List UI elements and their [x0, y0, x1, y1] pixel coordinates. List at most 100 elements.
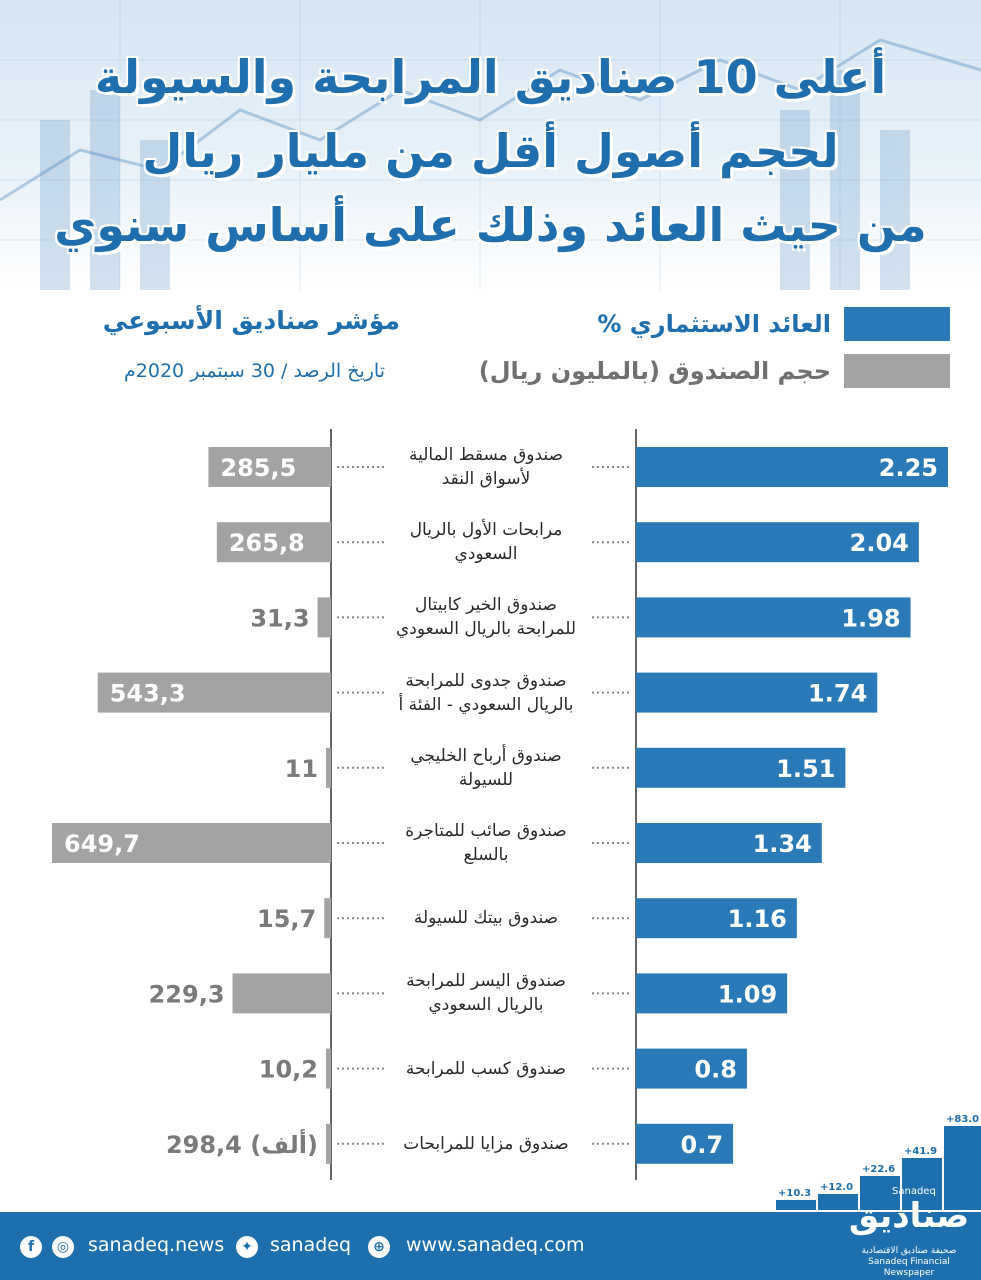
logo-subtitle-en: Sanadeq Financial Newspaper — [868, 1257, 950, 1278]
growth-step-label: +22.6 — [862, 1164, 895, 1175]
return-bar — [636, 522, 919, 563]
facebook-icon[interactable]: f — [20, 1236, 42, 1258]
logo-arabic: صناديق — [848, 1196, 970, 1236]
background-chart-graphic — [0, 0, 981, 290]
fund-name-label: صندوق أرباح الخليجي للسيولة — [380, 744, 592, 792]
fund-name-line: صندوق جدوى للمرابحة — [405, 670, 567, 691]
size-bar — [317, 597, 331, 638]
return-bar — [636, 823, 822, 863]
footer-bar — [0, 1212, 981, 1280]
fund-name-line: صندوق مزايا للمرابحات — [403, 1133, 569, 1154]
fund-name-line: صندوق الخير كابيتال — [415, 595, 557, 616]
size-value-label: 285,5 — [220, 454, 296, 482]
return-bar — [636, 973, 788, 1014]
legend-return-swatch — [844, 307, 950, 341]
fund-name-label: صندوق صائب للمتاجرة بالسلع — [380, 819, 592, 867]
return-value-label: 1.51 — [776, 755, 835, 783]
fund-name-line: صندوق مسقط المالية — [408, 445, 564, 465]
fund-name-label: صندوق الخير كابيتال للمرابحة بالريال السع… — [380, 593, 592, 641]
size-bar — [324, 898, 331, 939]
return-value-label: 2.04 — [850, 529, 909, 557]
return-bar — [636, 1123, 734, 1164]
fund-name-line: صندوق صائب للمتاجرة — [405, 821, 567, 841]
return-value-label: 2.25 — [879, 454, 938, 482]
header-background — [0, 0, 981, 290]
growth-step — [818, 1194, 858, 1210]
growth-step-label: +83.0 — [946, 1114, 979, 1125]
fund-name-label: صندوق جدوى للمرابحة بالريال السعودي - الف… — [380, 669, 592, 717]
return-value-label: 1.98 — [841, 604, 900, 632]
size-value-label: 265,8 — [229, 529, 305, 557]
return-value-label: 1.09 — [718, 980, 777, 1008]
logo-subtitle-ar: صحيفة صناديق الاقتصادية — [861, 1246, 957, 1256]
fund-name-line: صندوق اليسر للمرابحة — [406, 971, 566, 992]
return-bar — [636, 1048, 747, 1089]
growth-step-label: +12.0 — [820, 1182, 853, 1193]
return-bar — [636, 597, 911, 638]
logo-subtitle: صحيفة صناديق الاقتصادية Sanadeq Financia… — [848, 1246, 970, 1279]
return-bar — [636, 447, 948, 487]
fund-name-line: لأسواق النقد — [441, 469, 531, 489]
size-bar — [326, 1048, 331, 1089]
size-bar — [326, 747, 331, 788]
title-line-1: أعلى 10 صناديق المرابحة والسيولة — [94, 50, 887, 104]
fund-name-line: صندوق أرباح الخليجي — [410, 745, 562, 766]
globe-icon[interactable]: ⊕ — [368, 1236, 390, 1258]
fund-name-line: للسيولة — [458, 769, 514, 790]
size-bar — [52, 823, 331, 863]
fund-name-label: صندوق كسب للمرابحة — [380, 1057, 592, 1081]
index-title: مؤشر صناديق الأسبوعي — [102, 306, 400, 335]
instagram-icon[interactable]: ◎ — [52, 1236, 74, 1258]
return-value-label: 0.8 — [694, 1056, 737, 1084]
return-value-label: 1.74 — [808, 680, 867, 708]
return-bar — [636, 898, 797, 939]
size-value-label: 15,7 — [257, 905, 316, 933]
fund-name-label: صندوق اليسر للمرابحة بالريال السعودي — [380, 969, 592, 1017]
fund-name-line: بالريال السعودي - الفئة أ — [398, 694, 574, 715]
legend-size-swatch — [844, 354, 950, 388]
twitter-icon[interactable]: ✦ — [236, 1236, 258, 1258]
legend-size-label: حجم الصندوق (بالمليون ريال) — [478, 357, 831, 385]
growth-step — [902, 1158, 942, 1210]
growth-step — [860, 1176, 900, 1210]
growth-steps-graphic: +10.3 +12.0 +22.6 +41.9 +83.0 — [776, 1114, 981, 1210]
instagram-handle[interactable]: sanadeq.news — [88, 1234, 225, 1256]
website-link[interactable]: www.sanadeq.com — [406, 1234, 585, 1256]
return-value-label: 1.34 — [753, 830, 812, 858]
return-bar — [636, 747, 846, 788]
fund-name-line: مرابحات الأول بالريال — [409, 520, 563, 541]
size-bar — [208, 447, 331, 487]
fund-name-label: مرابحات الأول بالريال السعودي — [380, 518, 592, 566]
fund-name-line: بالريال السعودي — [428, 995, 544, 1016]
size-value-label: 543,3 — [110, 680, 186, 708]
growth-step — [944, 1126, 981, 1210]
title-line-3: من حيث العائد وذلك على أساس سنوي — [54, 198, 927, 252]
size-value-label: 31,3 — [250, 604, 309, 632]
fund-name-line: السعودي — [454, 544, 518, 565]
fund-name-label: صندوق مزايا للمرابحات — [380, 1132, 592, 1156]
size-bar — [326, 1123, 331, 1164]
fund-name-line: للمرابحة بالريال السعودي — [395, 619, 577, 640]
growth-step — [776, 1200, 816, 1210]
legend-return-label: العائد الاستثماري % — [597, 310, 831, 338]
size-bar — [216, 522, 331, 563]
fund-name-line: صندوق كسب للمرابحة — [405, 1058, 567, 1079]
growth-step-label: +10.3 — [778, 1188, 811, 1199]
return-bar — [636, 672, 878, 713]
fund-name-label: صندوق مسقط المالية لأسواق النقد — [380, 443, 592, 491]
return-value-label: 1.16 — [728, 905, 787, 933]
size-bar — [232, 973, 331, 1014]
fund-name-label: صندوق بيتك للسيولة — [380, 906, 592, 930]
return-value-label: 0.7 — [681, 1131, 724, 1159]
size-value-label: 229,3 — [149, 980, 225, 1008]
growth-step-label: +41.9 — [904, 1146, 937, 1157]
size-value-label: 10,2 — [259, 1056, 318, 1084]
page-title: أعلى 10 صناديق المرابحة والسيولة لحجم أص… — [0, 40, 981, 262]
size-value-label: 298,4 (ألف) — [166, 1129, 318, 1159]
twitter-handle[interactable]: sanadeq — [270, 1234, 352, 1256]
fund-name-line: صندوق بيتك للسيولة — [413, 908, 559, 929]
funds-chart: 2.25 285,5 2.04 265,8 1.98 31,3 1.74 543,3 1.51 1… — [52, 429, 948, 1180]
title-line-2: لحجم أصول أقل من مليار ريال — [142, 124, 839, 178]
size-value-label: 11 — [285, 755, 318, 783]
fund-name-line: بالسلع — [463, 845, 509, 865]
